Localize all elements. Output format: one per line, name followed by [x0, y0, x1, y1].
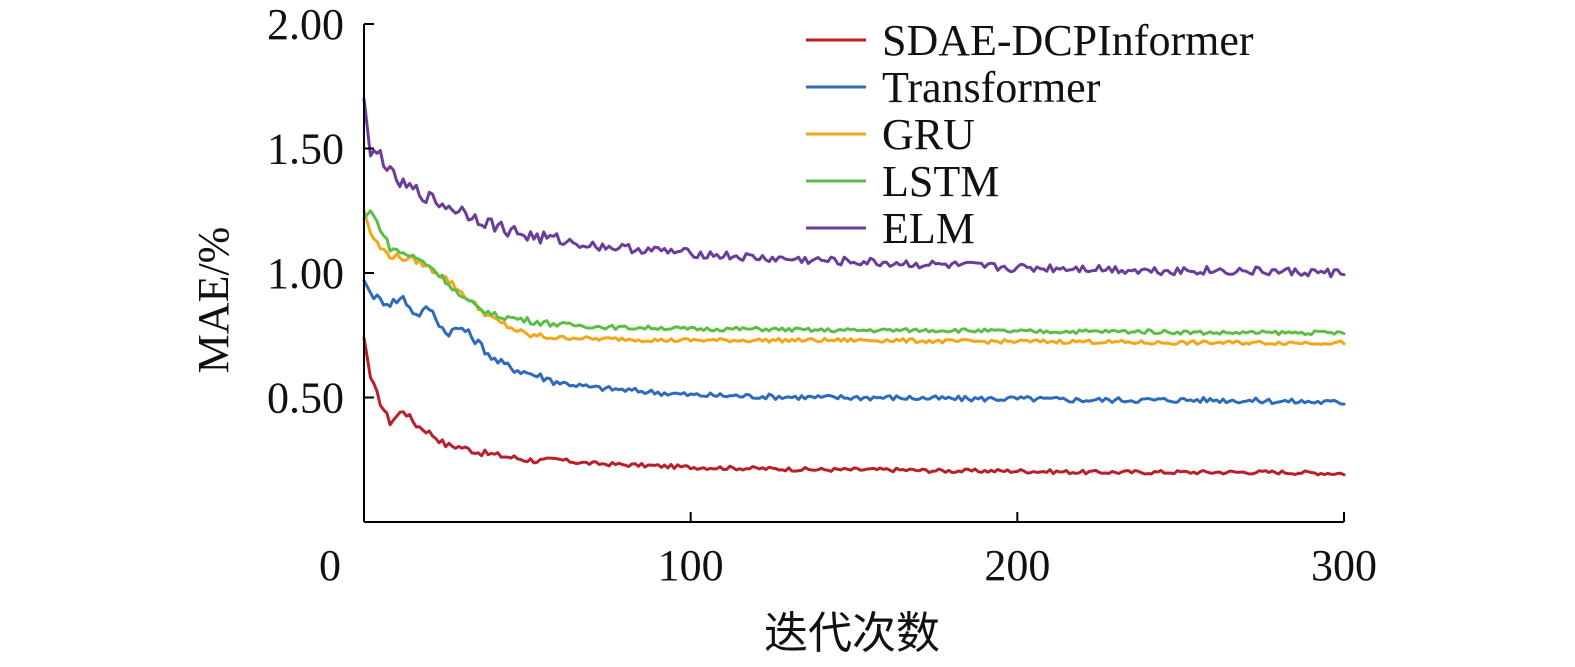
legend-label: LSTM — [882, 157, 999, 206]
legend-label: SDAE-DCPInformer — [882, 16, 1254, 65]
series-layer — [362, 97, 1346, 477]
legend-label: ELM — [882, 204, 975, 253]
series-line-sdae-dcpinformer — [362, 336, 1346, 477]
y-tick-label: 2.00 — [267, 0, 344, 49]
y-tick-label: 1.00 — [267, 249, 344, 298]
y-tick-label: 0.50 — [267, 374, 344, 423]
legend-label: Transformer — [882, 63, 1101, 112]
x-ticks: 0 100 200 300 — [319, 512, 1377, 590]
x-axis-title: 迭代次数 — [764, 609, 940, 658]
y-ticks: 0.50 1.00 1.50 2.00 — [267, 0, 374, 423]
y-tick-label: 1.50 — [267, 125, 344, 174]
legend-label: GRU — [882, 110, 975, 159]
series-line-transformer — [362, 279, 1346, 406]
x-tick-label: 0 — [319, 541, 341, 590]
x-tick-label: 200 — [984, 541, 1050, 590]
x-tick-label: 100 — [658, 541, 724, 590]
series-line-elm — [362, 97, 1346, 279]
series-line-gru — [362, 209, 1346, 347]
x-tick-label: 300 — [1311, 541, 1377, 590]
y-axis-title: MAE/% — [189, 227, 238, 374]
series-line-lstm — [362, 209, 1346, 337]
